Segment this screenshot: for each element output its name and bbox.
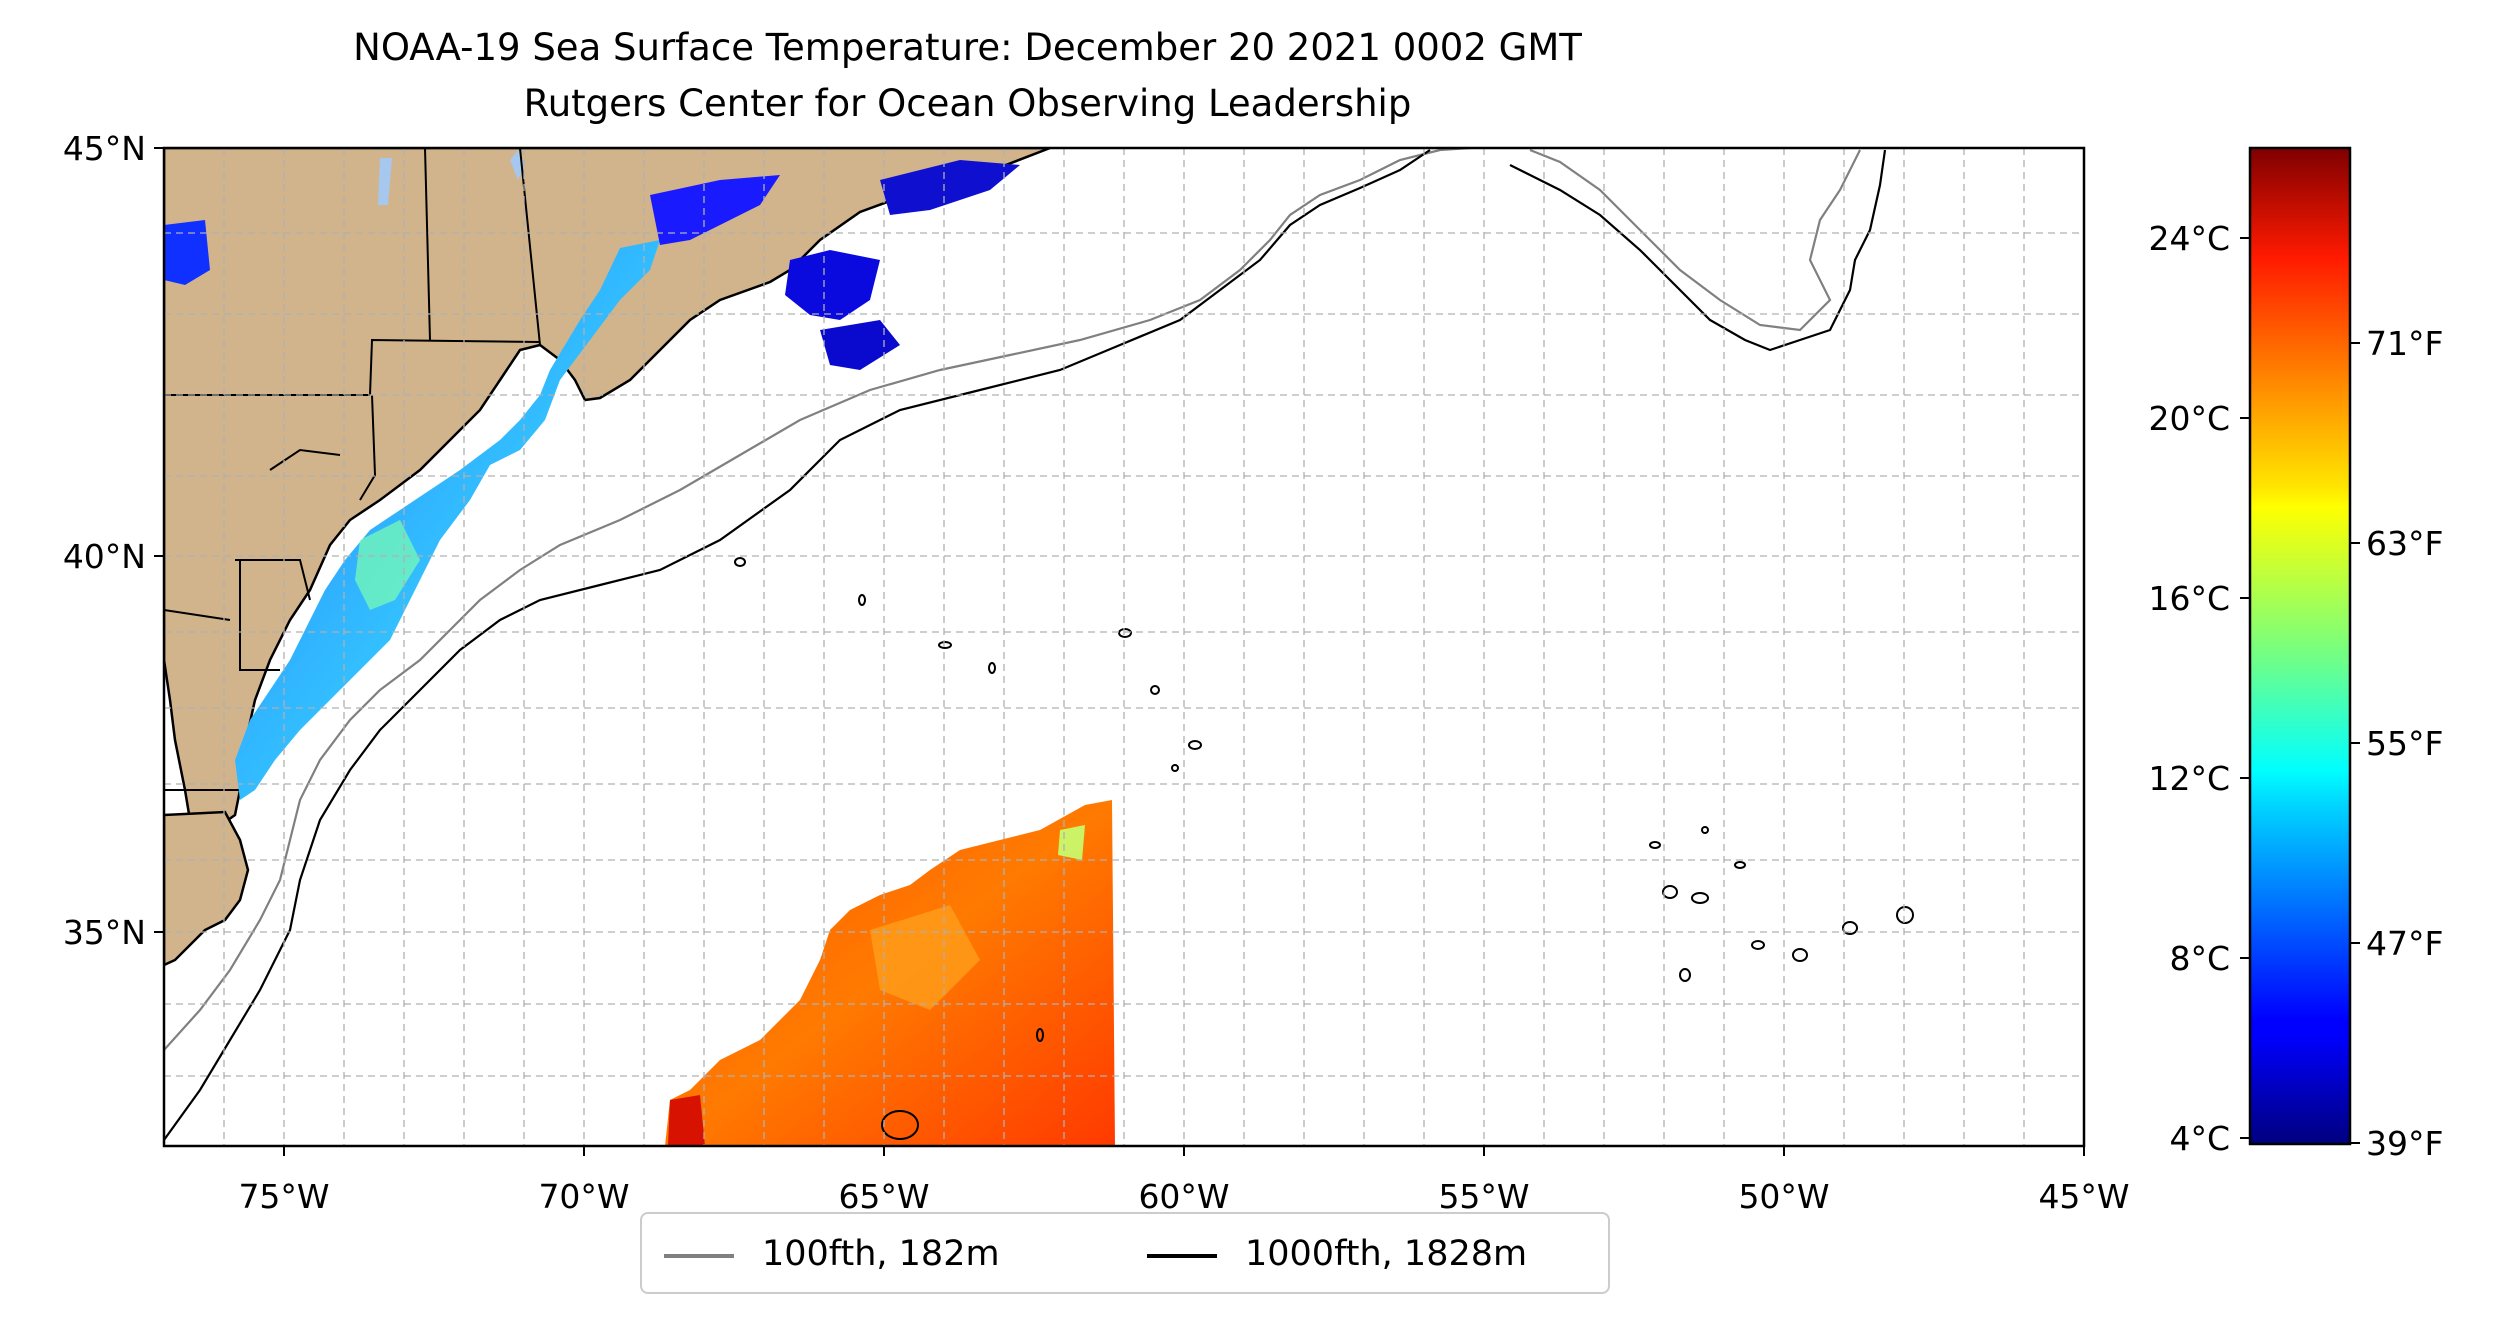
sst-mild-patch — [1058, 825, 1085, 860]
colorbar-fahrenheit-label: 55°F — [2366, 724, 2443, 763]
map-frame — [162, 146, 2086, 1148]
sst-coastal-band — [235, 240, 660, 800]
sst-bay-of-fundy — [880, 160, 1020, 215]
legend-label-1000fth: 1000fth, 1828m — [1245, 1234, 1528, 1274]
lon-tick-label: 70°W — [538, 1177, 629, 1216]
sst-ns-patch — [820, 320, 900, 370]
colorbar-fahrenheit-label: 63°F — [2366, 524, 2443, 563]
sst-hot-patch — [668, 1095, 705, 1146]
lon-tick-label: 50°W — [1738, 1177, 1829, 1216]
colorbar-celsius-ticks — [2240, 237, 2250, 1139]
legend-label-100fth: 100fth, 182m — [762, 1234, 1000, 1274]
lat-tick-label: 40°N — [63, 537, 146, 576]
lake — [378, 158, 392, 205]
sst-north-patch — [164, 220, 210, 285]
lat-tick-label: 45°N — [63, 129, 146, 168]
colorbar-celsius-label: 12°C — [2148, 759, 2230, 798]
colorbar-fahrenheit-label: 39°F — [2366, 1124, 2443, 1163]
isobath-1000fth-east — [1509, 149, 1887, 352]
lon-tick-label: 60°W — [1138, 1177, 1229, 1216]
lat-tick-marks — [154, 147, 164, 933]
seamounts — [734, 557, 1914, 1140]
isobath-100fth-east — [1529, 148, 1861, 332]
map-title: NOAA-19 Sea Surface Temperature: Decembe… — [353, 26, 1582, 69]
colorbar-celsius-label: 8°C — [2169, 939, 2230, 978]
lon-tick-label: 75°W — [238, 1177, 329, 1216]
colorbar-fahrenheit-label: 47°F — [2366, 924, 2443, 963]
legend: 100fth, 182m 1000fth, 1828m — [640, 1212, 1610, 1294]
legend-swatch-100fth — [664, 1254, 734, 1258]
lon-tick-label: 55°W — [1438, 1177, 1529, 1216]
colorbar-celsius-label: 4°C — [2169, 1119, 2230, 1158]
lon-tick-label: 65°W — [838, 1177, 929, 1216]
colorbar-celsius-label: 24°C — [2148, 219, 2230, 258]
colorbar — [2248, 146, 2352, 1146]
map-subtitle: Rutgers Center for Ocean Observing Leade… — [523, 82, 1412, 125]
gridlines — [164, 148, 2084, 1146]
colorbar-celsius-label: 16°C — [2148, 579, 2230, 618]
lon-tick-marks — [283, 1146, 2085, 1156]
isobath-1000fth — [164, 149, 1431, 1141]
sst-coastal-warm — [355, 520, 420, 610]
sst-gulf-maine — [650, 175, 780, 245]
land-mass-south — [164, 810, 250, 967]
lat-tick-label: 35°N — [63, 913, 146, 952]
legend-swatch-1000fth — [1147, 1254, 1217, 1258]
lon-tick-label: 45°W — [2038, 1177, 2129, 1216]
colorbar-fahrenheit-label: 71°F — [2366, 324, 2443, 363]
sst-warm-patch — [870, 905, 980, 1010]
sst-gulf-maine-2 — [785, 250, 880, 320]
colorbar-fahrenheit-ticks — [2350, 342, 2360, 1144]
isobath-100fth — [164, 148, 1471, 1051]
colorbar-celsius-label: 20°C — [2148, 399, 2230, 438]
